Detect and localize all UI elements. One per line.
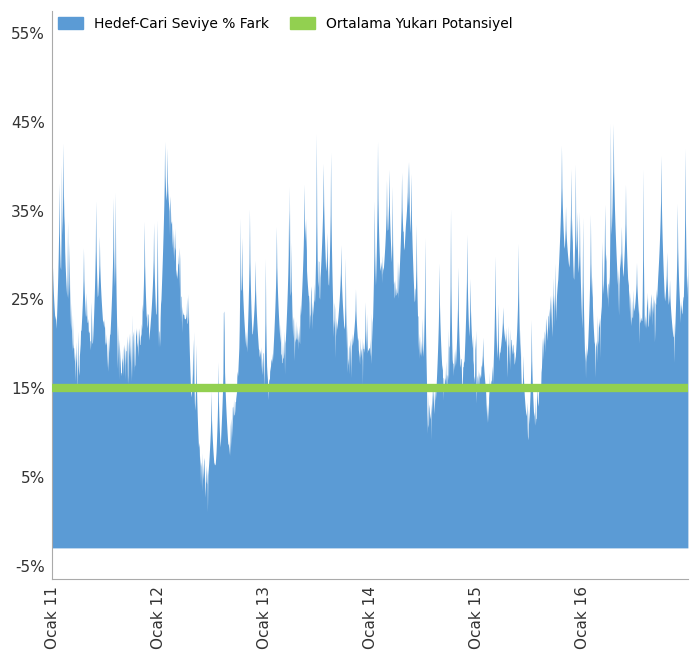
Legend: Hedef-Cari Seviye % Fark, Ortalama Yukarı Potansiyel: Hedef-Cari Seviye % Fark, Ortalama Yukar… (52, 11, 518, 36)
